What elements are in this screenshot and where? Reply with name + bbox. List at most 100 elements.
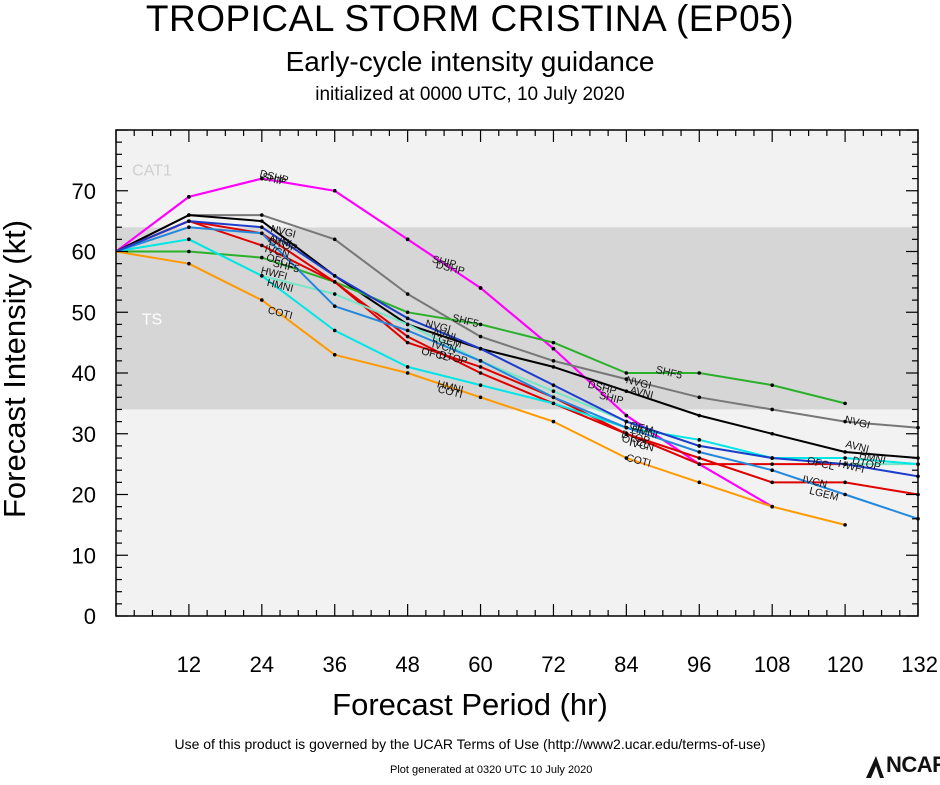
data-point-ship [332, 188, 337, 193]
model-label-coti: COTI [266, 304, 293, 322]
data-point-nvgi [332, 237, 337, 242]
data-point-avni [260, 219, 264, 223]
data-point-nvgi [260, 213, 264, 217]
data-point-ship [478, 286, 483, 290]
data-point-coti [260, 298, 264, 302]
model-label-avni: AVNI [844, 438, 870, 455]
data-point-lgem [260, 231, 264, 236]
series-line-dtop [115, 220, 919, 478]
series-line-hmni [115, 238, 919, 466]
data-point-ivcn [478, 365, 483, 369]
series-lines [115, 176, 920, 527]
model-label-ship: SHIP [431, 253, 458, 271]
x-tick-label: 36 [322, 652, 346, 677]
data-point-shf5 [843, 401, 847, 406]
data-point-lgem [770, 468, 774, 473]
intensity-bands: TS CAT1 [116, 130, 918, 616]
data-point-ivcn [843, 480, 847, 485]
y-tick-label: 20 [72, 483, 96, 508]
data-point-shf5 [551, 340, 556, 345]
data-point-coti [697, 480, 702, 485]
data-point-ofcl [770, 462, 774, 466]
data-point-shf5 [478, 322, 483, 327]
data-point-ship [551, 346, 556, 351]
data-point-avni [187, 213, 191, 217]
model-label-ship: SHIP [598, 390, 625, 408]
x-tick-label: 84 [614, 652, 638, 677]
x-tick-label: 108 [754, 652, 791, 677]
y-tick-label: 70 [72, 179, 96, 204]
ncar-logo: NCAR [864, 752, 940, 780]
data-point-shf5 [770, 383, 774, 387]
x-tick-label: 96 [687, 652, 711, 677]
ncar-logo-icon [866, 756, 884, 778]
data-point-hmni [478, 383, 483, 387]
data-point-hmni [697, 438, 702, 442]
band-cat1 [116, 130, 918, 228]
data-point-avni [624, 389, 629, 394]
data-point-lgem [697, 450, 702, 454]
model-label-nvgi: NVGI [843, 414, 871, 432]
model-label-ship: SHIP [261, 171, 288, 189]
data-point-avni [843, 450, 847, 454]
model-label-ivcn: IVCN [801, 473, 828, 491]
data-point-coti [551, 419, 556, 424]
data-point-nvgi [624, 377, 629, 381]
band-label-ts: TS [142, 311, 162, 328]
data-point-nvgi [405, 292, 410, 296]
data-point-coti [405, 371, 410, 375]
terms-of-use-note: Use of this product is governed by the U… [174, 736, 766, 752]
y-tick-label: 0 [84, 604, 96, 629]
series-line-ivcn [115, 220, 919, 496]
data-point-dtop [770, 456, 774, 460]
model-label-coti: COTI [625, 452, 652, 470]
data-point-coti [187, 261, 191, 266]
data-point-hwfi [405, 322, 410, 327]
model-labels: DSHPSHIPNVGIAVNIDTOPIVCNOFCLSHF5HWFIHMNI… [258, 168, 887, 504]
data-point-avni [551, 365, 556, 369]
model-label-nvgi: NVGI [424, 318, 452, 336]
data-point-nvgi [478, 334, 483, 339]
x-tick-label: 120 [827, 652, 864, 677]
x-tick-label: 60 [468, 652, 492, 677]
data-point-hmni [843, 456, 847, 460]
data-point-ofcl [405, 334, 410, 339]
data-point-ofcl [624, 431, 629, 436]
data-point-hmni [405, 365, 410, 369]
data-point-ofcl [697, 462, 702, 466]
data-point-lgem [405, 328, 410, 333]
data-point-hwfi [551, 389, 556, 394]
data-point-ship [260, 176, 264, 181]
data-point-ivcn [770, 480, 774, 485]
x-tick-label: 48 [395, 652, 419, 677]
model-label-ivcn: IVCN [263, 243, 290, 261]
data-point-lgem [551, 395, 556, 400]
init-time-label: initialized at 0000 UTC, 10 July 2020 [315, 84, 625, 105]
data-point-avni [770, 431, 774, 436]
data-point-ivcn [260, 243, 264, 248]
y-tick-label: 50 [72, 300, 96, 325]
model-label-ivcn: IVCN [628, 437, 655, 455]
data-point-nvgi [551, 359, 556, 363]
model-label-coti: COTI [437, 383, 464, 401]
generated-timestamp: Plot generated at 0320 UTC 10 July 2020 [390, 764, 593, 776]
data-point-hwfi [332, 292, 337, 296]
data-point-hmni [551, 401, 556, 406]
data-point-ship [624, 413, 629, 418]
data-point-dtop [551, 383, 556, 387]
data-point-coti [624, 456, 629, 460]
axes: 0 10 20 30 40 50 60 70 12 24 36 48 60 72 84 96 108 120 132 [72, 129, 938, 677]
band-label-cat1: CAT1 [132, 163, 172, 180]
data-point-nvgi [697, 395, 702, 400]
data-point-lgem [332, 304, 337, 308]
x-tick-label: 132 [901, 652, 938, 677]
data-point-ivcn [697, 456, 702, 460]
data-point-avni [697, 413, 702, 418]
data-point-nvgi [770, 407, 774, 412]
data-point-hmni [260, 274, 264, 278]
model-label-ivcn: IVCN [431, 338, 458, 356]
data-point-coti [770, 504, 774, 509]
x-axis-label: Forecast Period (hr) [332, 687, 608, 722]
y-axis-label: Forecast Intensity (kt) [0, 219, 32, 518]
